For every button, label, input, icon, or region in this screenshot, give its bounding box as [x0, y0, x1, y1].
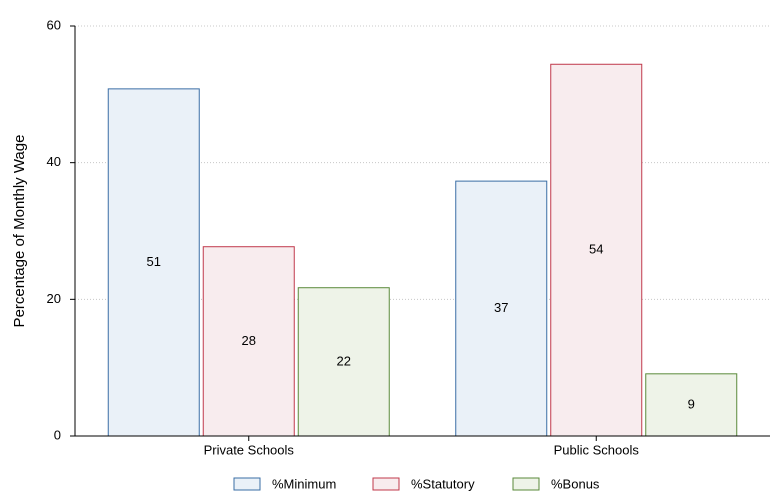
y-tick-label: 20 — [47, 291, 61, 306]
bar — [455, 180, 548, 437]
legend-swatch — [233, 477, 261, 491]
bar-value-label: 22 — [337, 353, 351, 368]
y-axis-title: Percentage of Monthly Wage — [11, 135, 28, 328]
y-tick-label: 60 — [47, 17, 61, 32]
legend-label: %Bonus — [551, 476, 600, 491]
legend-label: %Minimum — [272, 476, 336, 491]
bar — [107, 88, 200, 437]
bar-value-label: 54 — [589, 242, 603, 257]
y-tick-label: 40 — [47, 154, 61, 169]
bar — [202, 246, 295, 437]
bar — [645, 373, 738, 437]
x-tick-label: Public Schools — [554, 442, 640, 457]
bar-value-label: 51 — [147, 254, 161, 269]
bar — [297, 287, 390, 437]
legend-swatch — [372, 477, 400, 491]
x-tick-label: Private Schools — [204, 442, 295, 457]
bar-value-label: 9 — [688, 396, 695, 411]
bar-value-label: 28 — [242, 333, 256, 348]
bar-value-label: 37 — [494, 300, 508, 315]
bar — [550, 63, 643, 437]
legend-label: %Statutory — [411, 476, 475, 491]
y-tick-label: 0 — [54, 427, 61, 442]
legend-swatch — [512, 477, 540, 491]
